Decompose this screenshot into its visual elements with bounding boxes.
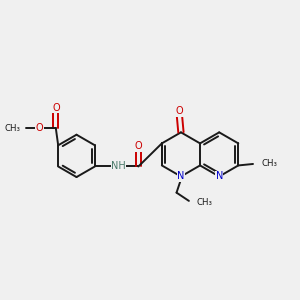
- Text: N: N: [215, 172, 223, 182]
- Text: CH₃: CH₃: [5, 124, 21, 133]
- Text: CH₃: CH₃: [262, 160, 278, 169]
- Text: O: O: [52, 103, 60, 113]
- Text: O: O: [176, 106, 183, 116]
- Text: O: O: [135, 141, 142, 151]
- Text: NH: NH: [111, 161, 126, 172]
- Text: N: N: [177, 172, 184, 182]
- Text: O: O: [36, 123, 43, 133]
- Text: CH₃: CH₃: [197, 198, 213, 207]
